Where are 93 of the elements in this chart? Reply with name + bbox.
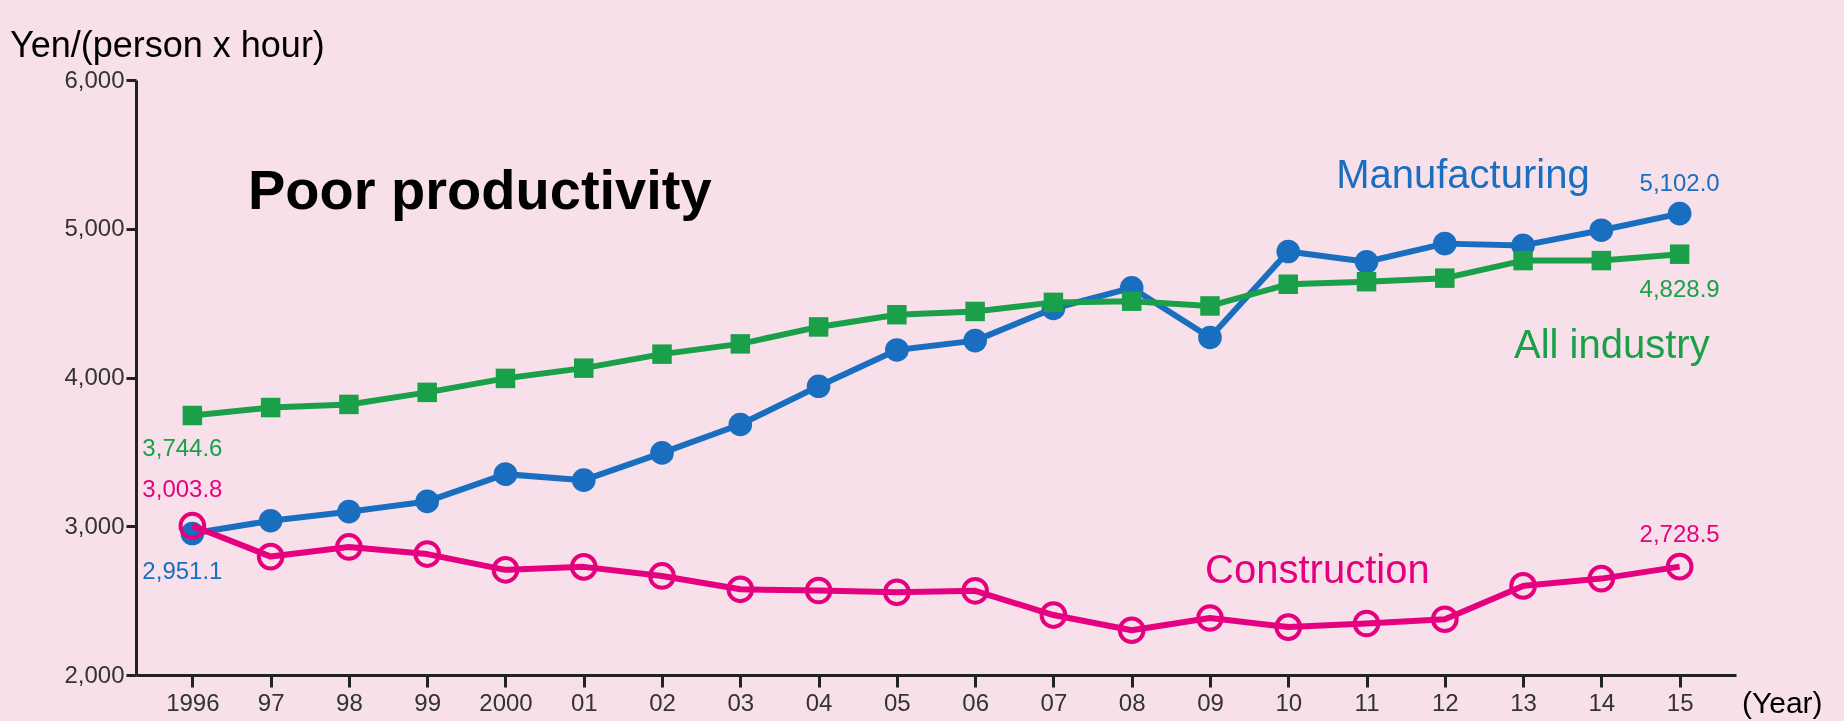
point (1196, 604, 1224, 632)
point (650, 441, 674, 465)
y-tick-label: 5,000 (64, 214, 125, 242)
point (887, 304, 907, 325)
x-tick-label: 2000 (479, 688, 533, 716)
point (806, 374, 831, 399)
point (1121, 291, 1142, 311)
x-tick-label: 15 (1666, 688, 1694, 716)
x-tick-label: 05 (884, 688, 911, 716)
point (491, 556, 520, 584)
x-tick-label: 01 (570, 688, 598, 716)
x-tick-label: 07 (1040, 688, 1068, 716)
point (413, 540, 442, 568)
text: Poor productivity (248, 158, 712, 221)
y-tick-label: 3,000 (64, 511, 125, 539)
point (1589, 218, 1614, 243)
point (885, 338, 909, 362)
y-tick-label: 6,000 (64, 65, 125, 93)
point (652, 344, 672, 364)
point (730, 334, 751, 354)
point (1665, 552, 1694, 581)
point (1669, 244, 1690, 264)
data-label: 4,828.9 (1639, 275, 1720, 303)
x-tick-label: 02 (649, 688, 676, 716)
point (495, 368, 516, 389)
x-tick-label: 13 (1510, 688, 1537, 716)
x-tick-label: 08 (1118, 688, 1146, 716)
point (417, 382, 437, 403)
point (178, 511, 207, 540)
point (1591, 250, 1612, 271)
point (1039, 601, 1068, 629)
point (726, 575, 755, 604)
y-tick-label: 2,000 (64, 660, 125, 688)
point (258, 508, 283, 533)
x-tick-label: 10 (1275, 688, 1303, 716)
point (260, 397, 281, 418)
point (648, 562, 676, 590)
x-tick-label: 11 (1354, 688, 1380, 716)
point (963, 328, 987, 353)
point (1043, 292, 1064, 313)
data-label: 3,003.8 (142, 474, 223, 502)
x-axis-title: (Year) (1742, 686, 1823, 719)
point (335, 533, 363, 561)
point (1587, 564, 1616, 593)
point (339, 394, 359, 415)
point (1430, 605, 1459, 634)
series-label: Manufacturing (1336, 151, 1590, 196)
point (965, 301, 985, 322)
point (1198, 325, 1222, 350)
point (1352, 609, 1381, 638)
point (804, 576, 833, 605)
x-tick-label: 14 (1588, 688, 1616, 716)
point (1513, 250, 1533, 271)
data-label: 3,744.6 (142, 434, 223, 462)
point (256, 542, 285, 571)
point (415, 489, 440, 514)
point (1276, 239, 1301, 264)
point (1354, 249, 1379, 274)
point (1667, 201, 1692, 226)
x-tick-label: 09 (1197, 688, 1224, 716)
x-tick-label: 04 (805, 688, 833, 716)
point (1509, 572, 1537, 600)
data-label: 5,102.0 (1639, 168, 1720, 196)
x-tick-label: 1996 (166, 688, 220, 716)
point (961, 577, 989, 605)
point (1435, 268, 1455, 288)
point (574, 358, 594, 378)
point (569, 553, 598, 581)
point (571, 468, 596, 492)
x-tick-label: 12 (1431, 688, 1459, 716)
x-tick-label: 06 (962, 688, 989, 716)
x-tick-label: 03 (727, 688, 755, 716)
point (182, 405, 203, 426)
x-tick-label: 97 (257, 688, 285, 716)
y-tick-label: 4,000 (64, 363, 125, 390)
x-tick-label: 98 (336, 688, 363, 716)
data-label: 2,728.5 (1639, 519, 1720, 547)
data-label: 2,951.1 (142, 556, 223, 584)
point (1274, 613, 1303, 641)
series-label: Construction (1205, 546, 1430, 591)
point (337, 499, 361, 524)
point (1356, 271, 1377, 292)
point (808, 317, 829, 337)
point (883, 578, 911, 607)
point (728, 412, 753, 437)
point (493, 462, 518, 486)
x-tick-label: 99 (414, 688, 442, 716)
series-label: All industry (1514, 322, 1710, 367)
y-axis-title: Yen/(person x hour) (10, 24, 325, 65)
point (1278, 274, 1298, 294)
point (1200, 296, 1220, 316)
point (1432, 231, 1457, 256)
point (1117, 616, 1146, 645)
